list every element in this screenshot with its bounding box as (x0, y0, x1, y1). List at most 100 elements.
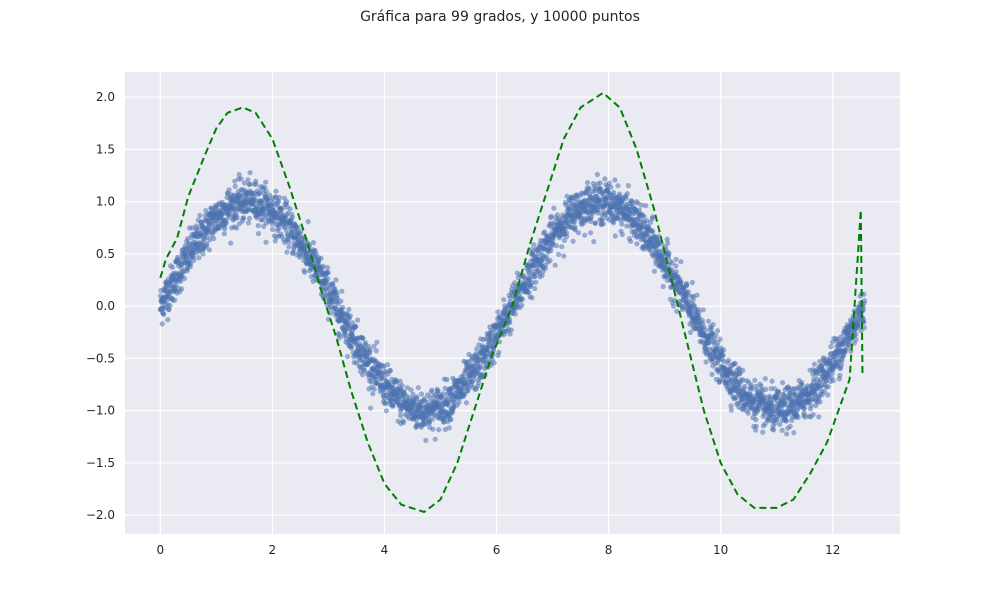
scatter-point (783, 418, 789, 424)
scatter-point (324, 265, 331, 271)
scatter-point (272, 238, 278, 244)
scatter-point (570, 238, 576, 244)
scatter-point (325, 270, 331, 276)
y-tick-label: 1.0 (96, 195, 115, 209)
scatter-point (318, 255, 324, 261)
scatter-point (255, 231, 262, 237)
y-tick-label: 1.5 (96, 142, 115, 156)
scatter-point (553, 243, 560, 249)
scatter-point (397, 378, 403, 384)
scatter-point (465, 386, 471, 392)
scatter-point (326, 286, 332, 292)
scatter-point (721, 358, 727, 364)
scatter-point (429, 387, 435, 393)
scatter-point (284, 249, 290, 255)
scatter-point (161, 311, 167, 317)
scatter-point (373, 348, 379, 354)
scatter-point (853, 337, 859, 343)
scatter-point (361, 367, 367, 373)
y-tick-label: −1.0 (86, 404, 115, 418)
scatter-point (753, 423, 759, 429)
scatter-point (556, 251, 562, 257)
scatter-point (507, 319, 513, 325)
scatter-point (552, 262, 558, 268)
scatter-point (173, 282, 179, 288)
scatter-point (408, 387, 414, 393)
scatter-point (204, 241, 210, 247)
scatter-point (689, 279, 696, 286)
scatter-point (559, 244, 565, 250)
scatter-point (533, 279, 539, 285)
scatter-point (597, 180, 603, 186)
scatter-point (531, 242, 537, 248)
scatter-point (234, 225, 240, 231)
scatter-point (684, 282, 690, 289)
x-tick-label: 2 (269, 543, 277, 557)
scatter-point (779, 427, 785, 433)
scatter-point (501, 297, 507, 303)
scatter-point (660, 283, 666, 290)
scatter-point (858, 328, 864, 334)
scatter-point (221, 231, 227, 237)
scatter-point (302, 269, 308, 275)
y-tick-label: −2.0 (86, 508, 115, 522)
scatter-point (624, 191, 630, 197)
scatter-point (539, 272, 545, 278)
scatter-point (740, 367, 746, 373)
scatter-point (561, 237, 568, 243)
x-tick-label: 12 (825, 543, 840, 557)
scatter-point (528, 266, 534, 272)
scatter-point (551, 205, 557, 211)
scatter-point (611, 189, 617, 195)
scatter-point (791, 430, 797, 436)
scatter-point (619, 231, 626, 238)
scatter-point (749, 386, 755, 392)
scatter-point (286, 239, 292, 245)
scatter-point (178, 278, 184, 284)
scatter-point (694, 292, 700, 298)
scatter-point (385, 362, 391, 368)
scatter-point (289, 214, 296, 220)
scatter-point (387, 368, 393, 374)
scatter-point (399, 383, 405, 389)
scatter-point (713, 332, 719, 338)
scatter-point (206, 247, 212, 253)
y-tick-label: 0.5 (96, 247, 115, 261)
scatter-point (608, 184, 614, 190)
scatter-point (641, 213, 647, 220)
scatter-point (507, 331, 513, 337)
scatter-point (415, 385, 421, 391)
scatter-point (529, 295, 535, 301)
scatter-point (289, 229, 295, 235)
scatter-point (519, 302, 525, 308)
scatter-point (688, 329, 694, 335)
scatter-point (360, 372, 366, 378)
scatter-point (270, 226, 276, 233)
scatter-point (643, 203, 649, 209)
scatter-point (313, 251, 319, 257)
scatter-point (638, 202, 645, 208)
scatter-point (355, 317, 361, 323)
scatter-point (715, 328, 721, 334)
scatter-point (273, 188, 279, 194)
scatter-point (253, 181, 259, 187)
scatter-point (700, 307, 706, 313)
y-tick-label: −0.5 (86, 351, 115, 365)
scatter-point (200, 251, 206, 257)
scatter-point (821, 388, 828, 394)
scatter-point (344, 353, 351, 360)
scatter-point (548, 248, 554, 254)
scatter-point (347, 313, 353, 319)
scatter-point (625, 183, 632, 189)
scatter-point (602, 176, 608, 182)
scatter-point (606, 180, 612, 186)
scatter-point (564, 233, 570, 240)
scatter-point (526, 289, 532, 295)
scatter-point (705, 318, 712, 324)
scatter-point (617, 191, 623, 197)
scatter-point (283, 228, 290, 234)
scatter-point (561, 253, 567, 259)
scatter-point (838, 362, 844, 368)
scatter-point (286, 244, 292, 250)
scatter-point (762, 394, 768, 400)
